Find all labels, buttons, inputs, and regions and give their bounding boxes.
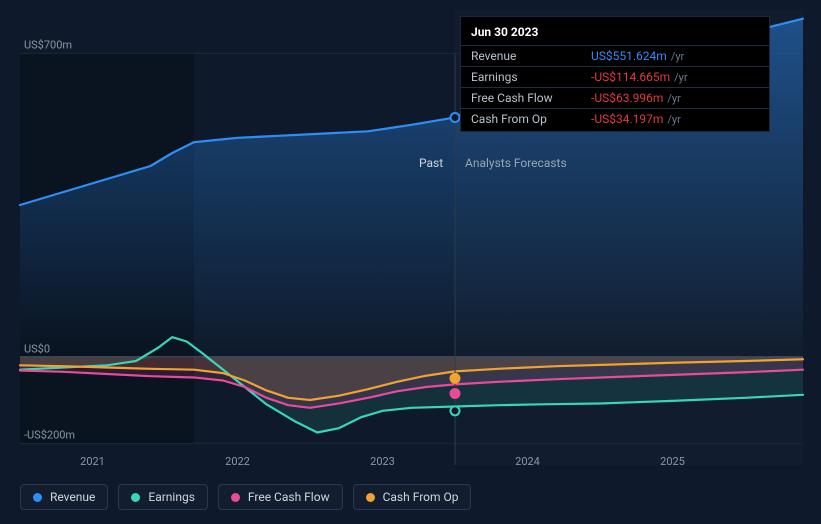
x-tick-label: 2021 [80,455,105,468]
tooltip-row-fcf: Free Cash Flow -US$63.996m /yr [461,87,769,108]
legend: Revenue Earnings Free Cash Flow Cash Fro… [20,484,471,510]
chart-tooltip: Jun 30 2023 Revenue US$551.624m /yr Earn… [460,16,770,132]
region-label-past: Past [419,156,443,170]
x-tick-label: 2023 [370,455,395,468]
x-tick-label: 2025 [660,455,685,468]
x-tick-label: 2022 [225,455,250,468]
legend-dot-icon [131,493,140,502]
tooltip-row-value: -US$63.996m [591,91,663,105]
tooltip-row-earnings: Earnings -US$114.665m /yr [461,66,769,87]
tooltip-row-value: -US$34.197m [591,112,663,126]
tooltip-row-revenue: Revenue US$551.624m /yr [461,45,769,66]
legend-dot-icon [366,493,375,502]
tooltip-row-unit: /yr [674,71,687,84]
tooltip-row-label: Cash From Op [471,112,591,126]
legend-item-fcf[interactable]: Free Cash Flow [218,484,343,510]
legend-item-earnings[interactable]: Earnings [118,484,208,510]
x-tick-label: 2024 [515,455,540,468]
region-label-forecast: Analysts Forecasts [465,156,567,170]
legend-item-revenue[interactable]: Revenue [20,484,108,510]
tooltip-row-unit: /yr [671,50,684,63]
y-tick-label: -US$200m [24,429,75,442]
tooltip-row-label: Revenue [471,49,591,63]
tooltip-row-value: US$551.624m [591,49,667,63]
y-tick-label: US$0 [24,342,50,355]
legend-item-cfo[interactable]: Cash From Op [353,484,472,510]
tooltip-row-label: Earnings [471,70,591,84]
tooltip-row-value: -US$114.665m [591,70,670,84]
legend-label: Earnings [148,490,195,504]
financials-chart: US$700m US$0 -US$200m 2021 2022 2023 202… [0,0,821,524]
legend-dot-icon [33,493,42,502]
legend-label: Cash From Op [383,490,459,504]
legend-label: Revenue [50,490,95,504]
legend-label: Free Cash Flow [248,490,330,504]
tooltip-row-cfo: Cash From Op -US$34.197m /yr [461,108,769,129]
tooltip-row-label: Free Cash Flow [471,91,591,105]
legend-dot-icon [231,493,240,502]
tooltip-row-unit: /yr [667,113,680,126]
tooltip-row-unit: /yr [667,92,680,105]
tooltip-title: Jun 30 2023 [461,23,769,45]
y-tick-label: US$700m [24,39,72,52]
